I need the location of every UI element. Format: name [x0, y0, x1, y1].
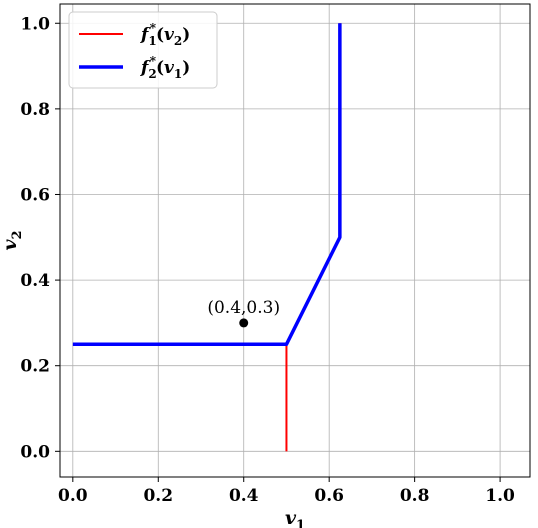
y-tick-label: 0.8: [20, 100, 50, 120]
legend-arg: v: [164, 58, 175, 78]
y-tick-label: 0.4: [20, 271, 50, 291]
legend-label-2: f2*(v1): [140, 54, 190, 81]
legend-label-1: f1*(v2): [140, 21, 190, 48]
legend-arg-sub: 1: [174, 67, 182, 81]
legend-paren: ): [182, 25, 190, 45]
x-axis-label-main: v: [285, 507, 297, 528]
legend-main: f: [140, 58, 151, 78]
y-tick-label: 0.0: [20, 442, 50, 462]
legend-arg: v: [164, 25, 175, 45]
plot-frame: [59, 3, 531, 478]
legend-sup: *: [150, 54, 157, 68]
series-layer: [72, 23, 342, 452]
x-axis-label: v1: [285, 507, 305, 528]
x-tick-label: 0.0: [58, 486, 88, 506]
points-layer: (0.4,0.3): [207, 298, 280, 328]
legend-sub: 1: [148, 34, 156, 48]
series-line-1: [285, 23, 341, 452]
series-line-2: [72, 23, 342, 347]
legend-main: f: [140, 25, 151, 45]
y-axis-label-sub: 2: [10, 230, 25, 239]
y-axis-label: v2: [0, 230, 25, 250]
x-tick-label: 1.0: [485, 486, 515, 506]
data-point: [239, 318, 249, 328]
y-tick-label: 0.2: [20, 357, 50, 377]
y-axis-label-main: v: [0, 239, 21, 251]
x-axis-label-sub: 1: [296, 518, 305, 528]
ticks: 0.0 0.2 0.4 0.6 0.8 1.0 0.0 0.2 0.4 0.6 0.8 1.0: [20, 14, 515, 506]
legend-paren: ): [182, 58, 190, 78]
legend-arg-sub: 2: [174, 34, 182, 48]
legend-sup: *: [150, 21, 157, 35]
point-annotation: (0.4,0.3): [207, 298, 280, 318]
legend-paren: (: [156, 25, 164, 45]
legend-sub: 2: [148, 67, 156, 81]
legend-paren: (: [156, 58, 164, 78]
y-tick-label: 0.6: [20, 185, 50, 205]
legend-box: [68, 11, 218, 89]
x-tick-label: 0.4: [229, 486, 259, 506]
legend: f1*(v2)f2*(v1): [68, 11, 218, 89]
x-tick-label: 0.2: [143, 486, 173, 506]
x-tick-label: 0.6: [314, 486, 344, 506]
x-tick-label: 0.8: [400, 486, 430, 506]
y-tick-label: 1.0: [20, 14, 50, 34]
